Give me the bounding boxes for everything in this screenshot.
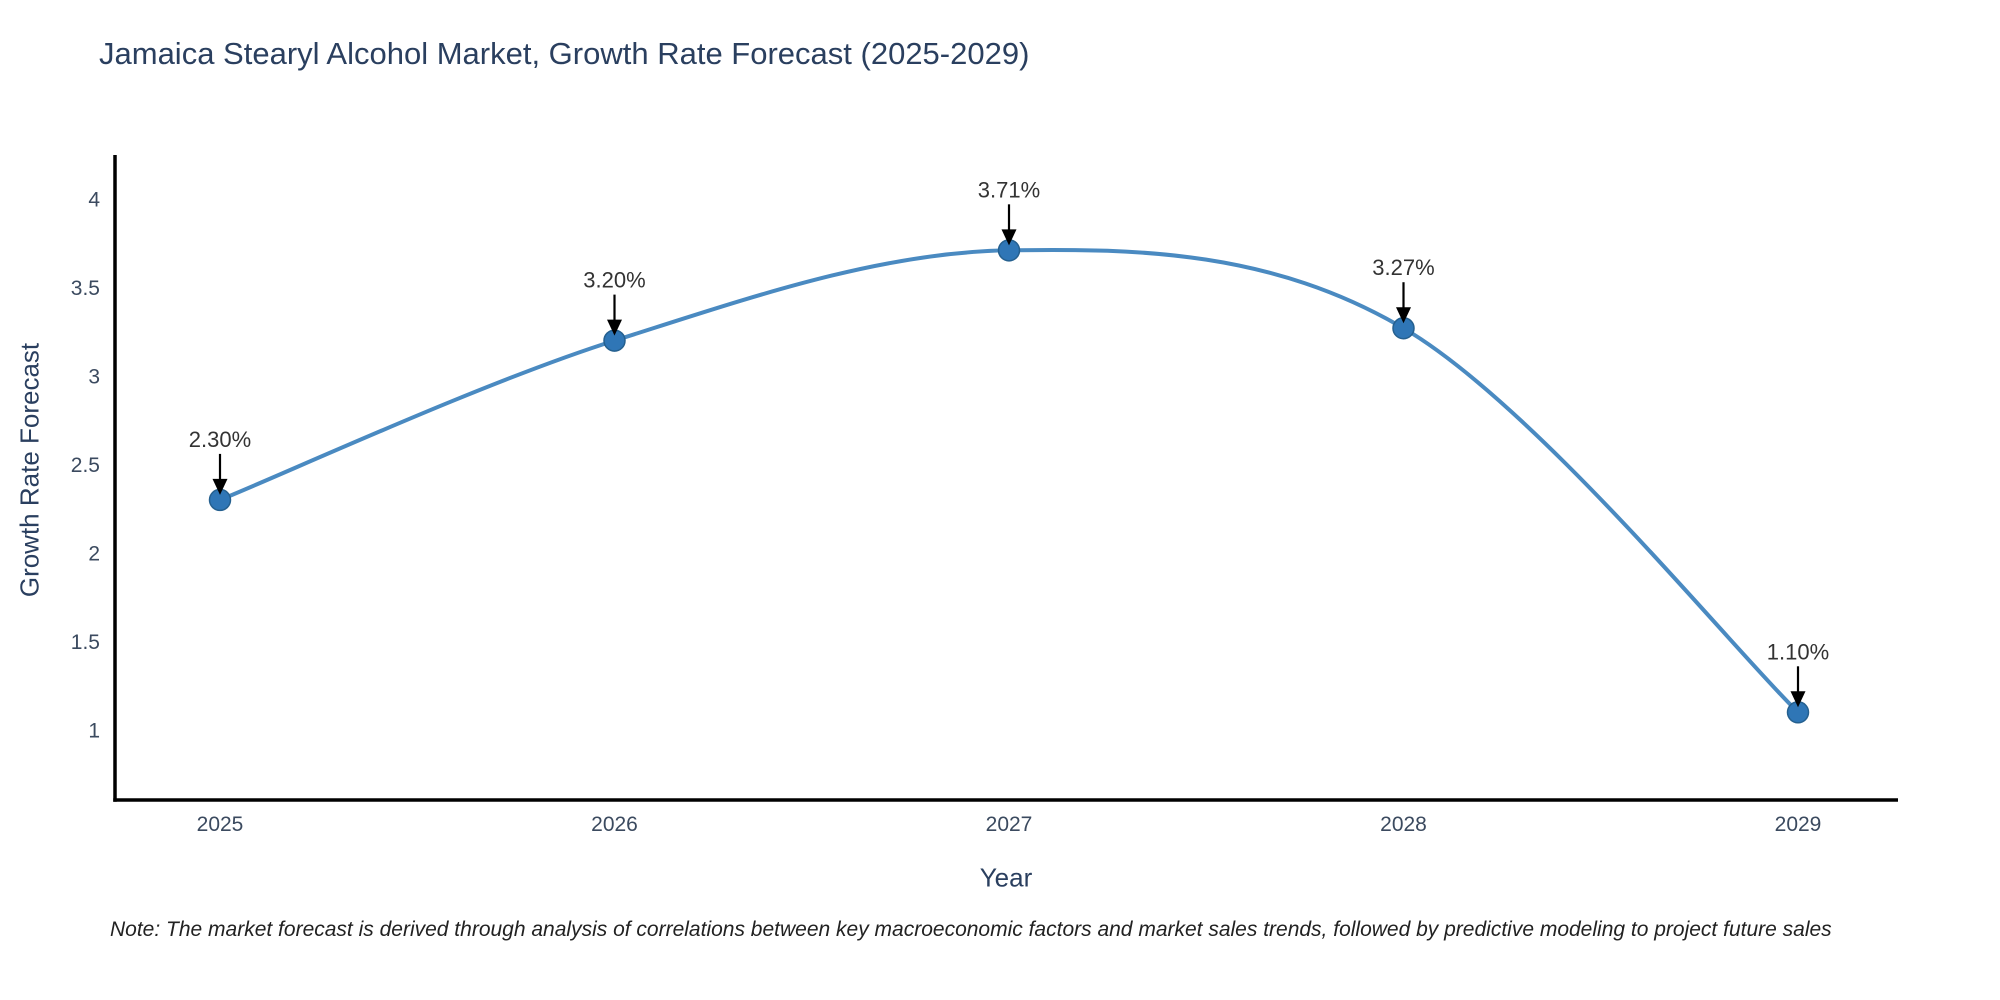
x-tick-label: 2028: [1380, 813, 1427, 836]
y-tick-label: 2: [88, 543, 100, 566]
y-tick-label: 3.5: [71, 277, 100, 300]
x-tick-label: 2027: [986, 813, 1033, 836]
data-point-label: 3.71%: [978, 177, 1040, 202]
x-tick-label: 2025: [197, 813, 244, 836]
annotation-arrowhead-icon: [1001, 229, 1017, 246]
data-point-label: 3.27%: [1372, 255, 1434, 280]
forecast-line: [218, 247, 1800, 715]
data-point-label: 1.10%: [1767, 639, 1829, 664]
y-tick-label: 4: [88, 189, 100, 212]
data-point-label: 3.20%: [583, 268, 645, 293]
annotation-arrowhead-icon: [1790, 691, 1806, 708]
annotation-arrowhead-icon: [212, 478, 228, 495]
annotation-arrowhead-icon: [607, 319, 622, 336]
y-tick-label: 1.5: [71, 631, 100, 654]
y-tick-label: 1: [88, 720, 100, 743]
x-tick-label: 2026: [591, 813, 638, 836]
annotation-arrowhead-icon: [1396, 307, 1411, 324]
y-tick-label: 2.5: [71, 454, 100, 477]
y-tick-label: 3: [88, 366, 100, 389]
footnote-text: Note: The market forecast is derived thr…: [110, 918, 1832, 941]
data-point-label: 2.30%: [189, 427, 251, 452]
chart-title: Jamaica Stearyl Alcohol Market, Growth R…: [99, 36, 1030, 71]
x-tick-label: 2029: [1775, 813, 1822, 836]
x-axis-title: Year: [979, 862, 1033, 893]
